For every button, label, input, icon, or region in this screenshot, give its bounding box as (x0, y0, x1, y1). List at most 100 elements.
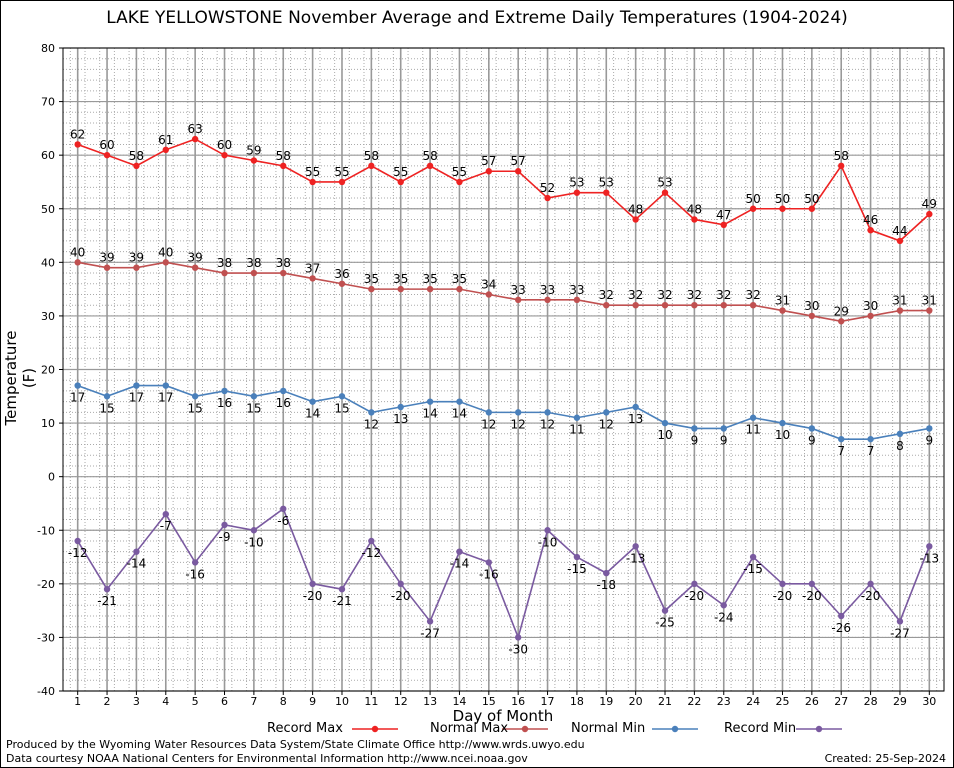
data-label-record-max: 48 (628, 202, 643, 216)
data-label-record-max: 57 (511, 154, 526, 168)
data-label-record-max: 44 (892, 224, 907, 238)
data-label-normal-max: 35 (393, 272, 408, 286)
x-tick-label: 4 (162, 695, 169, 708)
data-label-normal-min: 9 (720, 433, 728, 447)
x-tick-label: 28 (864, 695, 878, 708)
data-label-normal-min: 17 (158, 391, 173, 405)
data-label-record-min: -13 (920, 551, 940, 565)
data-label-normal-min: 14 (452, 407, 467, 421)
x-tick-label: 2 (104, 695, 111, 708)
data-label-normal-max: 38 (217, 256, 232, 270)
y-tick-label: -10 (37, 524, 55, 537)
x-tick-label: 16 (511, 695, 525, 708)
x-tick-label: 22 (687, 695, 701, 708)
data-label-normal-min: 9 (925, 433, 933, 447)
legend (352, 725, 842, 733)
data-label-normal-min: 12 (511, 417, 526, 431)
data-point-normal-max (103, 264, 111, 271)
data-point-normal-min (309, 398, 316, 405)
legend-normal-max: Normal Max (430, 721, 509, 736)
data-point-record-max (368, 162, 375, 170)
data-label-normal-max: 32 (745, 288, 760, 302)
x-tick-label: 17 (541, 695, 555, 708)
x-tick-label: 20 (629, 695, 643, 708)
data-label-record-max: 55 (452, 165, 467, 179)
data-label-normal-max: 34 (481, 277, 496, 291)
data-label-record-max: 58 (364, 149, 379, 163)
data-label-record-min: -26 (831, 621, 851, 635)
data-label-normal-min: 7 (867, 444, 875, 458)
data-point-record-max (221, 151, 228, 159)
x-tick-label: 11 (364, 695, 378, 708)
data-label-record-min: -10 (244, 535, 264, 549)
data-point-record-min (661, 607, 669, 614)
series-normal-min: 17 15 17 17 15 16 15 16 14 15 12 13 14 14 12 12 12 11 12 13… (70, 382, 933, 458)
data-label-record-max: 60 (217, 138, 232, 152)
data-point-record-max (632, 216, 639, 223)
data-label-normal-min: 10 (657, 428, 672, 442)
data-point-normal-max (867, 312, 874, 320)
data-point-record-max (191, 135, 199, 143)
data-point-record-max (867, 226, 874, 234)
data-label-record-max: 60 (99, 138, 114, 152)
data-point-record-min (133, 548, 140, 555)
data-point-record-max (514, 168, 522, 175)
data-point-normal-min (720, 425, 727, 432)
data-label-normal-min: 17 (70, 391, 85, 405)
data-label-record-min: -7 (160, 519, 172, 533)
data-point-normal-min (338, 393, 346, 400)
x-tick-label: 3 (133, 695, 140, 708)
data-point-record-max (808, 205, 816, 212)
data-label-record-min: -20 (861, 589, 881, 603)
data-point-record-max (133, 162, 140, 170)
data-label-normal-min: 15 (246, 401, 261, 415)
data-label-record-min: -30 (508, 642, 528, 656)
data-point-record-max (749, 205, 757, 212)
data-point-record-max (103, 151, 111, 159)
data-point-record-min (426, 618, 434, 625)
data-label-normal-min: 9 (691, 433, 699, 447)
data-label-normal-max: 30 (863, 299, 878, 313)
data-point-normal-min (191, 393, 199, 400)
y-tick-label: 60 (41, 149, 55, 162)
data-label-normal-max: 39 (129, 251, 144, 265)
data-label-record-min: -20 (802, 589, 822, 603)
data-point-normal-max (456, 285, 463, 293)
data-point-normal-max (691, 302, 698, 309)
data-label-normal-max: 31 (775, 294, 790, 308)
data-label-normal-min: 15 (188, 401, 203, 415)
y-tick-label: -30 (37, 631, 55, 644)
data-label-normal-min: 16 (276, 396, 291, 410)
data-label-record-min: -25 (655, 616, 675, 630)
data-label-normal-min: 9 (808, 433, 816, 447)
data-label-record-min: -15 (743, 562, 763, 576)
data-point-normal-max (368, 285, 375, 293)
data-label-normal-max: 35 (364, 272, 379, 286)
data-label-record-max: 58 (422, 149, 437, 163)
data-point-normal-max (74, 259, 81, 266)
data-point-record-max (397, 178, 404, 186)
data-label-record-min: -12 (362, 546, 382, 560)
x-tick-label: 26 (805, 695, 819, 708)
x-tick-label: 7 (250, 695, 257, 708)
data-label-record-max: 50 (775, 192, 790, 206)
data-label-record-max: 52 (540, 181, 555, 195)
data-label-normal-min: 10 (775, 428, 790, 442)
data-point-record-min (397, 580, 404, 588)
data-label-normal-min: 15 (334, 401, 349, 415)
data-point-normal-min (485, 409, 493, 416)
data-point-normal-max (280, 269, 287, 277)
data-point-record-min (338, 585, 346, 593)
data-point-normal-max (603, 302, 610, 309)
data-label-record-min: -21 (332, 594, 352, 608)
data-label-record-min: -13 (626, 551, 646, 565)
data-point-record-max (280, 162, 287, 170)
data-point-normal-min (749, 414, 757, 421)
data-point-record-min (368, 537, 375, 545)
data-label-record-max: 55 (334, 165, 349, 179)
data-point-normal-max (309, 275, 316, 282)
data-label-record-min: -21 (97, 594, 117, 608)
data-point-record-min (456, 548, 463, 555)
data-point-record-max (926, 210, 933, 218)
